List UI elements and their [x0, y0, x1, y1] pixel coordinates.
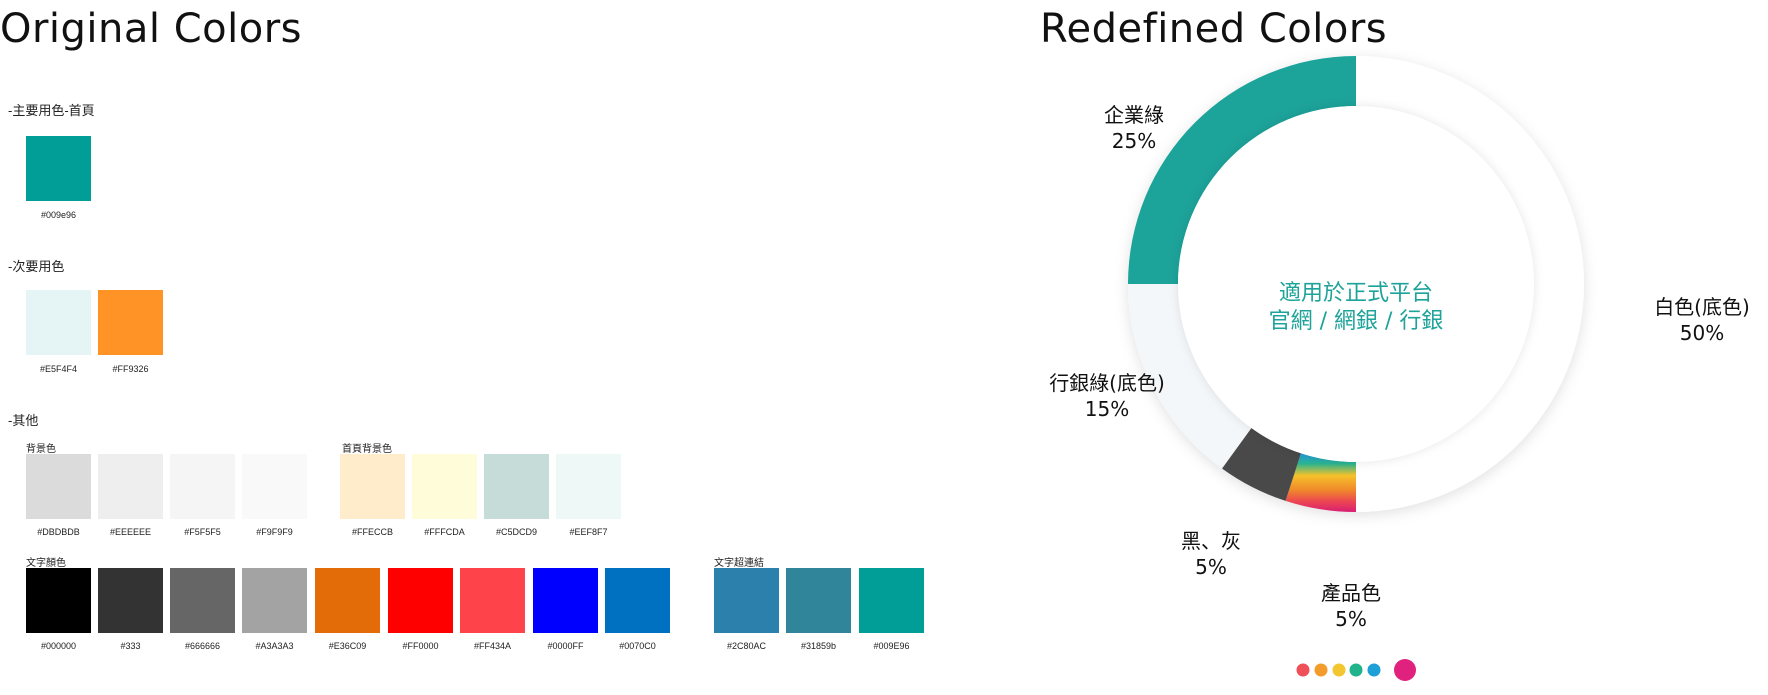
color-swatch	[859, 568, 924, 633]
product-color-dot	[1332, 663, 1346, 677]
color-code: #EEEEEE	[109, 527, 152, 537]
donut-ring	[1128, 56, 1584, 512]
color-code: #A3A3A3	[255, 641, 294, 651]
color-code: #FFFCDA	[424, 527, 465, 537]
color-code: #E5F4F4	[39, 364, 78, 374]
slice-name-label: 白色(底色)	[1654, 295, 1750, 319]
color-code: #FF434A	[473, 641, 512, 651]
color-swatch	[98, 568, 163, 633]
color-swatch	[242, 454, 307, 519]
color-swatch	[786, 568, 851, 633]
donut-hole	[1178, 106, 1534, 462]
slice-name-label: 行銀綠(底色)	[1049, 371, 1165, 395]
slice-name-label: 黑、灰	[1181, 529, 1241, 553]
background-group-label: 背景色	[26, 444, 56, 455]
color-swatch	[340, 454, 405, 519]
color-code: #31859b	[800, 641, 837, 651]
color-swatch	[170, 568, 235, 633]
home-background-group-label: 首頁背景色	[342, 444, 392, 455]
color-swatch	[412, 454, 477, 519]
slice-black-gray	[1221, 428, 1301, 501]
text-color-group-label: 文字顏色	[26, 558, 66, 569]
slice-percent-label: 5%	[1195, 555, 1227, 579]
color-code: #009E96	[873, 641, 910, 651]
color-swatch	[26, 136, 91, 201]
color-swatch	[26, 454, 91, 519]
slice-white	[1356, 56, 1584, 512]
product-color-dot	[1296, 663, 1310, 677]
text-link-group-label: 文字超連結	[714, 558, 764, 569]
color-swatch	[388, 568, 453, 633]
color-code: #0070C0	[619, 641, 656, 651]
slice-percent-label: 5%	[1335, 607, 1367, 631]
color-code: #F9F9F9	[256, 527, 293, 537]
color-swatch	[484, 454, 549, 519]
color-swatch	[98, 290, 163, 355]
slice-percent-label: 50%	[1680, 321, 1724, 345]
color-code: #C5DCD9	[495, 527, 537, 537]
secondary-section-title: -次要用色	[8, 259, 65, 274]
others-section-title: -其他	[8, 413, 39, 428]
color-swatch	[26, 568, 91, 633]
product-color-dot	[1367, 663, 1381, 677]
color-code: #666666	[184, 641, 221, 651]
product-color-dot	[1349, 663, 1363, 677]
primary-section-title: -主要用色-首頁	[8, 103, 95, 118]
product-color-dots	[1296, 659, 1416, 681]
color-swatch	[605, 568, 670, 633]
color-code: #E36C09	[328, 641, 367, 651]
slice-corporate-green	[1128, 56, 1356, 284]
color-code: #EEF8F7	[569, 527, 608, 537]
color-swatch	[98, 454, 163, 519]
slice-percent-label: 25%	[1112, 129, 1156, 153]
color-swatch	[533, 568, 598, 633]
color-swatch	[460, 568, 525, 633]
color-swatch	[556, 454, 621, 519]
slice-name-label: 企業綠	[1104, 103, 1164, 127]
center-text-line: 官網 / 網銀 / 行銀	[1269, 309, 1444, 334]
color-swatch	[242, 568, 307, 633]
color-swatch	[26, 290, 91, 355]
color-code: #FF0000	[402, 641, 439, 651]
color-code: #FF9326	[112, 364, 149, 374]
product-color-dot	[1314, 663, 1328, 677]
color-swatch	[714, 568, 779, 633]
redefined-colors-heading: Redefined Colors	[1040, 6, 1388, 52]
color-code: #DBDBDB	[37, 527, 80, 537]
color-code: #2C80AC	[726, 641, 767, 651]
color-code: #000000	[40, 641, 77, 651]
slice-percent-label: 15%	[1085, 397, 1129, 421]
color-code: #F5F5F5	[184, 527, 221, 537]
color-swatch	[315, 568, 380, 633]
color-swatch	[170, 454, 235, 519]
color-code: #333	[120, 641, 141, 651]
slice-product	[1285, 453, 1356, 512]
color-code: #FFECCB	[351, 527, 393, 537]
slice-mobile-green	[1128, 284, 1252, 469]
center-text-line: 適用於正式平台	[1279, 281, 1433, 306]
color-code: #0000FF	[547, 641, 584, 651]
slice-name-label: 產品色	[1321, 581, 1381, 605]
product-color-dot	[1394, 659, 1416, 681]
color-code: #009e96	[40, 210, 77, 220]
original-colors-heading: Original Colors	[0, 6, 303, 52]
